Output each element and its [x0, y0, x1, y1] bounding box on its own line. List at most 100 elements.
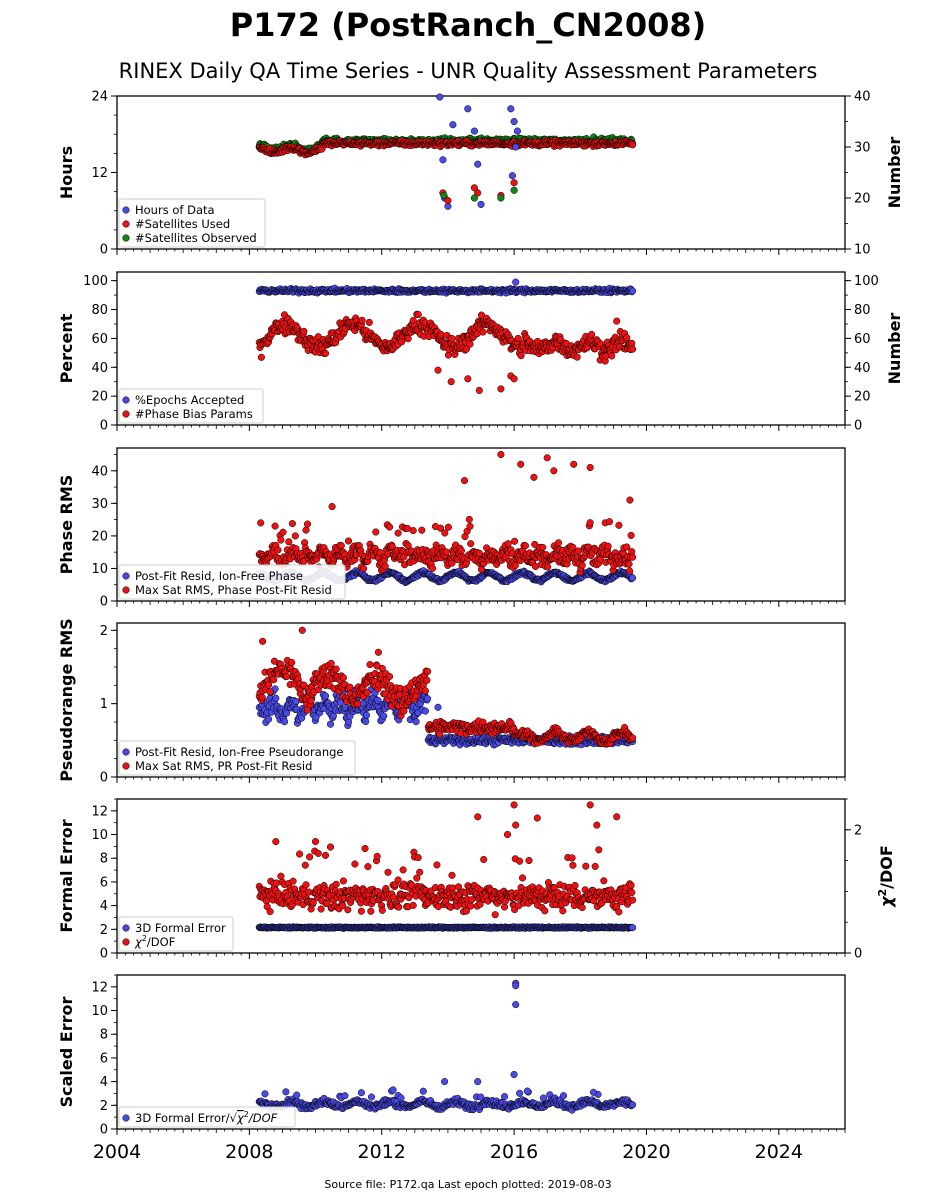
data-point — [623, 334, 631, 342]
data-point — [608, 352, 616, 360]
data-point — [257, 353, 265, 361]
y-tick-label: 1 — [100, 697, 108, 712]
y-tick-label: 0 — [100, 595, 108, 610]
data-point — [265, 715, 273, 723]
data-point — [437, 330, 445, 339]
data-point — [513, 127, 521, 135]
data-point — [629, 141, 637, 149]
data-point — [441, 529, 449, 537]
data-point — [362, 717, 370, 726]
data-point — [479, 328, 487, 336]
data-point — [277, 536, 285, 544]
data-point — [321, 692, 330, 700]
data-point — [470, 127, 478, 135]
data-point — [385, 523, 394, 531]
data-point — [477, 200, 485, 208]
data-point — [346, 683, 354, 691]
data-point — [303, 520, 312, 528]
data-point — [272, 694, 280, 702]
data-point — [423, 676, 431, 684]
y-tick-label: 100 — [83, 274, 108, 289]
data-point — [512, 278, 520, 286]
data-point — [628, 339, 636, 347]
data-point — [344, 537, 353, 545]
data-point — [586, 519, 594, 527]
y2-tick-label: 0 — [854, 947, 862, 962]
data-point — [257, 519, 265, 527]
legend-label: %Epochs Accepted — [135, 393, 244, 407]
y2-tick-label: 0 — [854, 419, 862, 434]
data-point — [460, 477, 469, 485]
data-point — [447, 378, 455, 386]
formal-ylabel-right: χ2/DOF — [876, 845, 896, 908]
data-point — [424, 695, 432, 703]
figure-subtitle: RINEX Daily QA Time Series - UNR Quality… — [119, 59, 818, 83]
data-point — [436, 93, 444, 101]
data-point — [575, 547, 583, 555]
data-point — [418, 526, 426, 534]
y2-tick-label: 30 — [854, 141, 871, 156]
data-point — [629, 287, 637, 295]
data-point — [274, 546, 282, 554]
data-point — [404, 335, 412, 343]
data-point — [586, 463, 594, 472]
data-point — [266, 688, 274, 696]
y-tick-label: 60 — [91, 332, 108, 347]
legend-marker — [122, 220, 130, 228]
hours-ylabel: Hours — [57, 146, 76, 199]
legend-label: Hours of Data — [135, 203, 215, 217]
data-point — [539, 543, 547, 551]
y-tick-label: 0 — [100, 947, 108, 962]
data-point — [626, 496, 634, 504]
legend-marker — [122, 410, 130, 418]
formal-points — [255, 801, 637, 932]
legend-label: Post-Fit Resid, Ion-Free Pseudorange — [135, 745, 343, 759]
data-point — [627, 531, 635, 539]
percent-ylabel: Percent — [57, 313, 76, 383]
data-point — [298, 626, 306, 634]
data-point — [504, 540, 512, 548]
data-point — [544, 563, 552, 571]
data-point — [517, 352, 525, 360]
y2-tick-label: 2 — [854, 823, 862, 838]
data-point — [615, 521, 623, 529]
pseudorange-panel: 0 1 2 Pseudorange RMS Post-Fit Resid, Ion-Fr… — [57, 618, 846, 786]
data-point — [434, 366, 442, 374]
data-point — [265, 681, 273, 689]
data-point — [507, 105, 515, 113]
data-point — [436, 730, 444, 738]
data-point — [307, 697, 315, 705]
data-point — [530, 473, 538, 481]
data-point — [421, 687, 429, 695]
legend-marker — [122, 748, 130, 756]
data-point — [271, 522, 279, 530]
data-point — [626, 567, 634, 575]
data-point — [511, 561, 519, 570]
data-point — [414, 310, 422, 319]
data-point — [288, 520, 296, 528]
pseudorange-points — [255, 626, 637, 749]
percent-points — [255, 278, 637, 394]
data-point — [510, 375, 518, 383]
data-point — [283, 709, 291, 717]
data-point — [448, 335, 456, 343]
y-tick-label: 40 — [91, 464, 108, 479]
y-tick-label: 8 — [100, 852, 108, 867]
data-point — [629, 345, 637, 353]
y2-tick-label: 20 — [854, 390, 871, 405]
y-tick-label: 30 — [91, 497, 108, 512]
legend-label: Max Sat RMS, Phase Post-Fit Resid — [135, 583, 332, 597]
data-point — [285, 538, 293, 546]
legend-marker — [122, 572, 130, 580]
data-point — [508, 172, 516, 180]
y-tick-label: 12 — [91, 804, 108, 819]
data-point — [510, 186, 518, 194]
data-point — [466, 522, 474, 530]
data-point — [439, 156, 447, 164]
data-point — [543, 454, 551, 462]
hours-legend: Hours of Data#Satellites Used#Satellites… — [118, 198, 266, 248]
data-point — [511, 537, 519, 545]
percent-panel: 0 20 40 60 80 100 0 20 40 60 80 100 Percent Number %Ep… — [57, 271, 904, 434]
